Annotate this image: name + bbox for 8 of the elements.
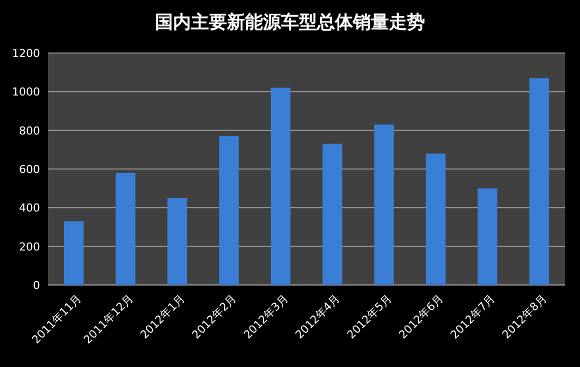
y-tick-label: 600 [19,163,40,176]
y-tick-label: 0 [33,279,40,292]
chart-title: 国内主要新能源车型总体销量走势 [155,12,425,33]
y-tick-label: 400 [19,202,40,215]
y-tick-label: 200 [19,240,40,254]
y-tick-label: 1000 [12,86,40,99]
y-tick-label: 1200 [12,47,40,60]
y-tick-label: 800 [19,124,40,138]
